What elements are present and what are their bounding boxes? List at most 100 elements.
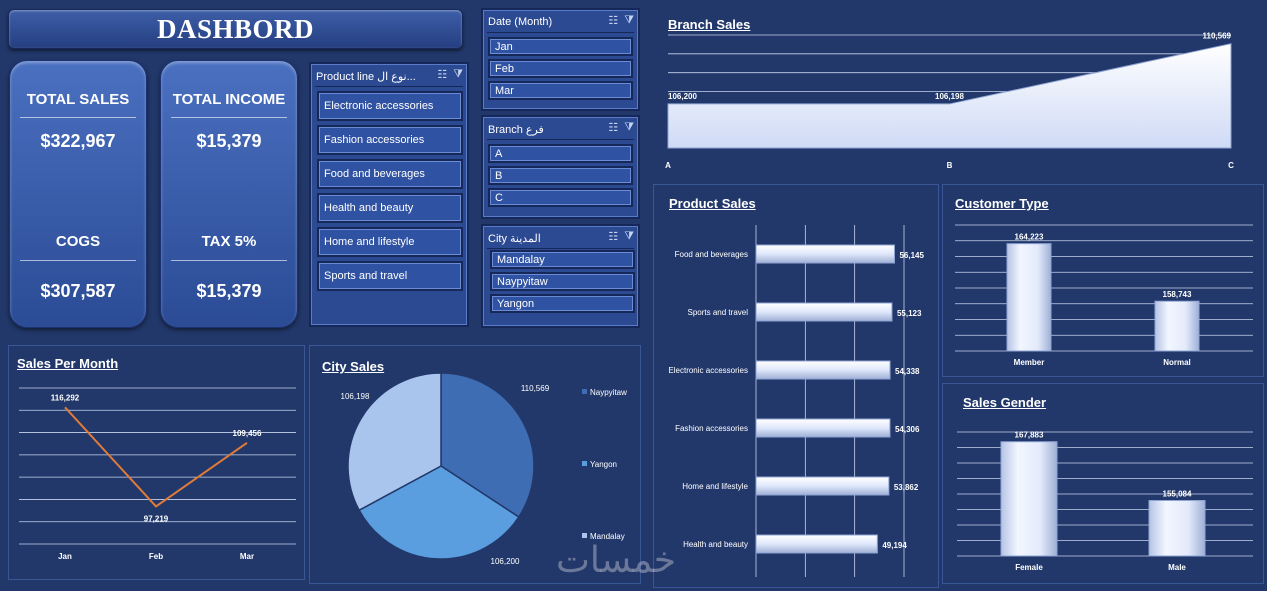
y-tick-label: Home and lifestyle bbox=[682, 482, 748, 491]
x-tick-label: Feb bbox=[149, 552, 163, 561]
slicer-date-month[interactable]: Date (Month) ☷ ⧩ Jan Feb Mar bbox=[481, 8, 640, 111]
data-label: 110,569 bbox=[1203, 32, 1232, 41]
pie-slice bbox=[347, 372, 442, 512]
column-bar bbox=[1154, 300, 1200, 352]
y-tick-label: Health and beauty bbox=[683, 540, 748, 549]
slicer-date-icons: ☷ ⧩ bbox=[608, 14, 634, 27]
multi-select-icon[interactable]: ☷ bbox=[608, 15, 619, 27]
multi-select-icon[interactable]: ☷ bbox=[437, 69, 448, 81]
data-label: 55,123 bbox=[897, 309, 922, 318]
slicer-item-branch-a[interactable]: A bbox=[488, 144, 633, 163]
legend-swatch bbox=[582, 389, 587, 394]
branch-sales-area bbox=[667, 43, 1232, 149]
slicer-item-branch-b[interactable]: B bbox=[488, 166, 633, 185]
kpi-divider bbox=[171, 117, 287, 118]
data-label: 167,883 bbox=[1015, 431, 1044, 440]
slicer-branch[interactable]: Branch فرع ☷ ⧩ A B C bbox=[481, 115, 640, 219]
product-sales-panel: Product Sales Food and beverages 56,145 Sp… bbox=[653, 184, 939, 588]
slicer-branch-icons: ☷ ⧩ bbox=[608, 121, 634, 134]
data-label: 164,223 bbox=[1015, 233, 1044, 242]
sales-per-month-panel: Sales Per Month 116,292 Jan 97,219 Feb 109,4… bbox=[8, 345, 305, 580]
product-sales-bar bbox=[755, 418, 891, 438]
slicer-date-header: Date (Month) bbox=[488, 16, 553, 28]
slicer-item-mar[interactable]: Mar bbox=[488, 81, 633, 100]
slicer-branch-header: Branch فرع bbox=[488, 123, 544, 136]
slicer-item-home-and-lifestyle[interactable]: Home and lifestyle bbox=[317, 227, 463, 257]
clear-filter-icon[interactable]: ⧩ bbox=[624, 121, 634, 133]
data-label: 54,306 bbox=[895, 425, 920, 434]
slicer-item-naypyitaw[interactable]: Naypyitaw bbox=[490, 272, 635, 291]
slicer-city-icons: ☷ ⧩ bbox=[608, 230, 634, 243]
product-sales-chart: Food and beverages 56,145 Sports and trave… bbox=[668, 225, 925, 577]
multi-select-icon[interactable]: ☷ bbox=[608, 122, 619, 134]
slicer-city[interactable]: City المدينة ☷ ⧩ Mandalay Naypyitaw Yang… bbox=[481, 224, 640, 328]
y-tick-label: Food and beverages bbox=[675, 250, 748, 259]
x-tick-label: Female bbox=[1015, 563, 1043, 572]
branch-sales-chart: 106,200 A 106,198 B 110,569 C bbox=[665, 32, 1234, 170]
tax-value: $15,379 bbox=[196, 281, 262, 301]
slicer-item-fashion-accessories[interactable]: Fashion accessories bbox=[317, 125, 463, 155]
slicer-item-yangon[interactable]: Yangon bbox=[490, 294, 635, 313]
data-label: 53,862 bbox=[894, 483, 919, 492]
kpi-divider bbox=[171, 260, 287, 261]
customer-type-panel: Customer Type 164,223 Member 158,743 Normal bbox=[942, 184, 1264, 377]
slicer-product-line-icons: ☷ ⧩ bbox=[437, 68, 463, 81]
legend-label: Mandalay bbox=[590, 532, 625, 541]
slicer-divider bbox=[315, 86, 463, 87]
dashboard-title-box: DASHBORD bbox=[8, 9, 463, 49]
legend-label: Naypyitaw bbox=[590, 388, 627, 397]
customer-type-chart: 164,223 Member 158,743 Normal bbox=[955, 224, 1253, 367]
slicer-item-feb[interactable]: Feb bbox=[488, 59, 633, 78]
column-bar bbox=[1000, 441, 1058, 557]
slicer-city-header: City المدينة bbox=[488, 232, 541, 245]
data-label: 158,743 bbox=[1163, 290, 1192, 299]
slicer-item-electronic-accessories[interactable]: Electronic accessories bbox=[317, 91, 463, 121]
watermark-logo: خمسات bbox=[556, 540, 677, 581]
clear-filter-icon[interactable]: ⧩ bbox=[624, 14, 634, 26]
slicer-product-line[interactable]: Product line نوع ال... ☷ ⧩ Electronic ac… bbox=[309, 62, 469, 327]
product-sales-bar bbox=[755, 360, 891, 380]
sales-per-month-title: Sales Per Month bbox=[17, 356, 119, 371]
branch-sales-panel: Branch Sales 106,200 A 106,198 B 110,569 C bbox=[654, 8, 1262, 180]
slicer-item-food-and-beverages[interactable]: Food and beverages bbox=[317, 159, 463, 189]
dashboard-title: DASHBORD bbox=[156, 13, 315, 44]
slicer-item-sports-and-travel[interactable]: Sports and travel bbox=[317, 261, 463, 291]
column-bar bbox=[1148, 500, 1206, 557]
sales-gender-title: Sales Gender bbox=[963, 395, 1047, 410]
branch-sales-title: Branch Sales bbox=[668, 17, 751, 32]
total-income-value: $15,379 bbox=[196, 131, 262, 151]
tax-label: TAX 5% bbox=[201, 233, 257, 250]
x-tick-label: Jan bbox=[58, 552, 72, 561]
sales-gender-chart: 167,883 Female 155,084 Male bbox=[957, 431, 1253, 572]
sales-per-month-chart: 116,292 Jan 97,219 Feb 109,456 Mar bbox=[19, 387, 296, 561]
total-income-label: TOTAL INCOME bbox=[172, 91, 286, 108]
legend-label: Yangon bbox=[590, 460, 617, 469]
x-tick-label: Mar bbox=[240, 552, 254, 561]
slicer-item-branch-c[interactable]: C bbox=[488, 188, 633, 207]
x-tick-label: C bbox=[1228, 161, 1234, 170]
city-sales-chart: 110,569 106,200 106,198 Naypyitaw Yangon Mand… bbox=[341, 372, 627, 566]
total-sales-value: $322,967 bbox=[40, 131, 116, 151]
data-label: 54,338 bbox=[895, 367, 920, 376]
y-tick-label: Electronic accessories bbox=[668, 366, 748, 375]
slicer-item-health-and-beauty[interactable]: Health and beauty bbox=[317, 193, 463, 223]
legend-swatch bbox=[582, 461, 587, 466]
kpi-divider bbox=[20, 260, 136, 261]
slicer-divider bbox=[487, 32, 634, 33]
data-label: 116,292 bbox=[51, 393, 80, 402]
data-label: 155,084 bbox=[1163, 490, 1192, 499]
x-tick-label: Male bbox=[1168, 563, 1186, 572]
product-sales-bar bbox=[755, 302, 893, 322]
slicer-item-jan[interactable]: Jan bbox=[488, 37, 633, 56]
legend-swatch bbox=[582, 533, 587, 538]
x-tick-label: B bbox=[947, 161, 953, 170]
multi-select-icon[interactable]: ☷ bbox=[608, 231, 619, 243]
product-sales-bar bbox=[755, 244, 895, 264]
cogs-value: $307,587 bbox=[40, 281, 116, 301]
clear-filter-icon[interactable]: ⧩ bbox=[624, 230, 634, 242]
slicer-item-mandalay[interactable]: Mandalay bbox=[490, 250, 635, 269]
sales-gender-panel: Sales Gender 167,883 Female 155,084 Male bbox=[942, 383, 1264, 584]
city-sales-title: City Sales bbox=[322, 359, 385, 374]
clear-filter-icon[interactable]: ⧩ bbox=[453, 68, 463, 80]
x-tick-label: A bbox=[665, 161, 671, 170]
